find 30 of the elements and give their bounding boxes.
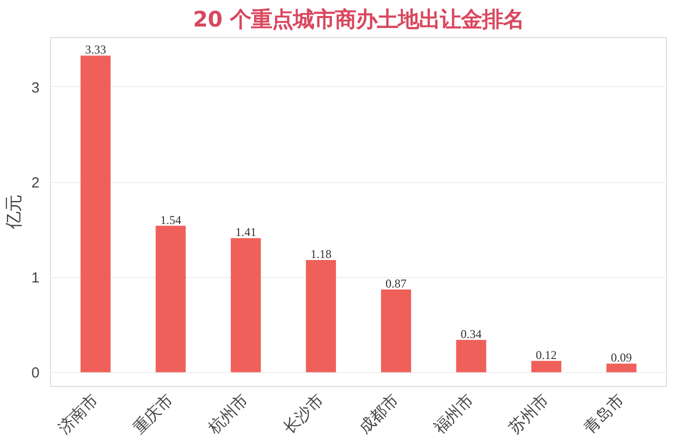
data-label: 0.87: [386, 276, 407, 291]
bar: [80, 56, 111, 372]
data-label: 1.41: [235, 225, 256, 240]
bar: [156, 226, 186, 372]
x-tick-label: 青岛市: [580, 390, 628, 438]
chart-title: 20 个重点城市商办土地出让金排名: [192, 8, 524, 32]
x-tick-label: 成都市: [355, 390, 402, 438]
bar: [381, 290, 412, 372]
bar: [456, 340, 486, 372]
y-tick-label: 2: [31, 176, 40, 192]
bar: [230, 238, 261, 372]
x-tick-label: 杭州市: [204, 390, 252, 438]
x-tick-label: 苏州市: [506, 390, 552, 438]
x-tick-label: 长沙市: [280, 390, 327, 438]
y-tick-label: 3: [31, 80, 40, 96]
bar: [306, 260, 336, 372]
y-tick-label: 1: [31, 270, 40, 287]
x-tick-label: 济南市: [54, 390, 102, 438]
x-tick-label: 福州市: [430, 390, 478, 438]
data-label: 0.12: [536, 348, 557, 362]
data-label: 1.54: [160, 212, 182, 227]
bar: [531, 360, 562, 372]
data-label: 3.33: [85, 42, 106, 57]
data-label: 1.18: [310, 247, 332, 262]
data-label: 0.09: [610, 350, 632, 365]
y-axis-title: 亿元: [3, 195, 24, 230]
bar: [606, 364, 636, 372]
y-tick-label: 0: [31, 366, 40, 382]
data-label: 0.34: [460, 326, 482, 341]
x-tick-label: 重庆市: [130, 390, 177, 438]
